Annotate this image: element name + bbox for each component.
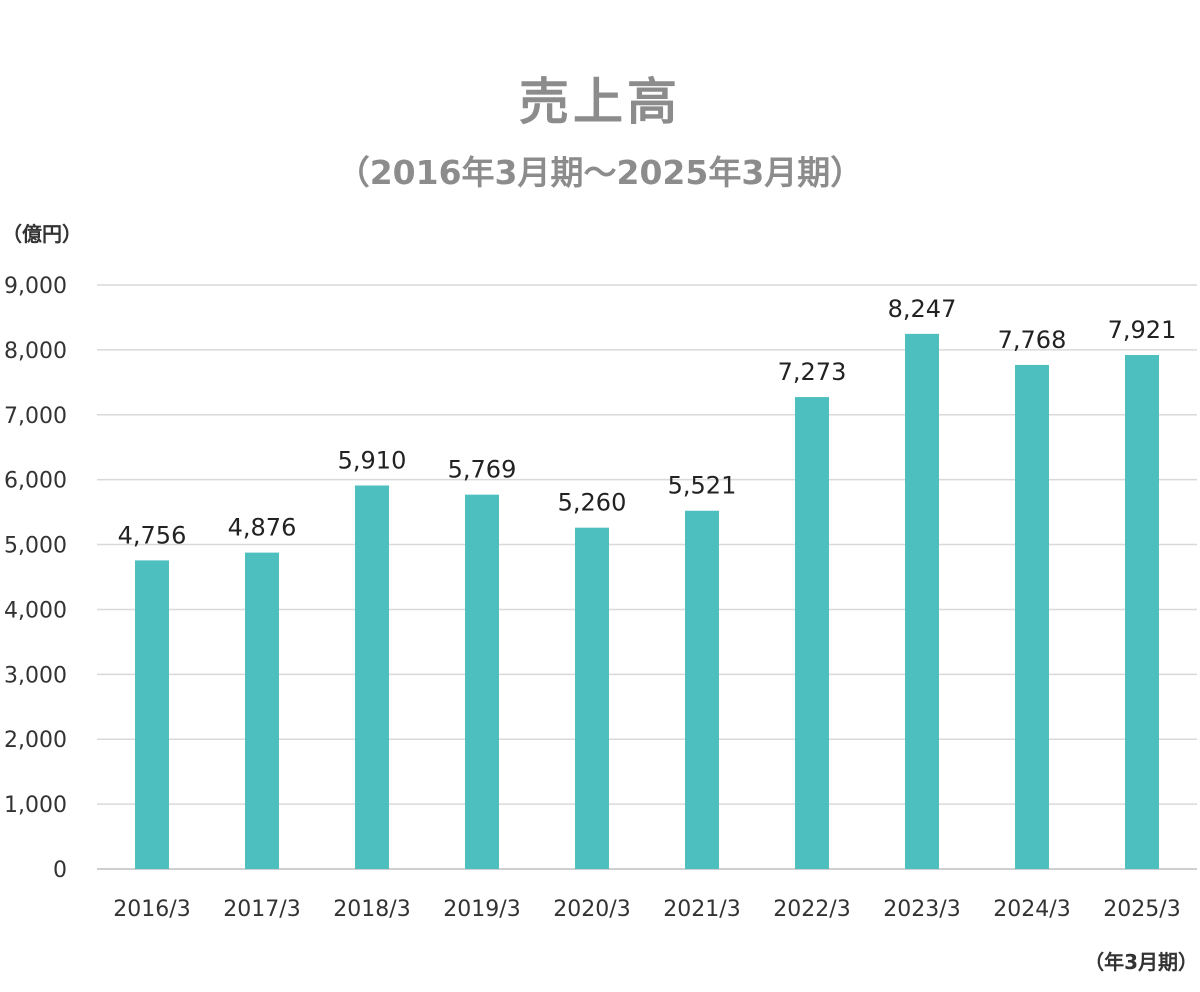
x-tick-label: 2016/3	[113, 897, 190, 922]
x-tick-label: 2022/3	[773, 897, 850, 922]
data-label: 7,921	[1108, 316, 1177, 344]
bar	[465, 494, 499, 869]
x-tick-label: 2025/3	[1103, 897, 1180, 922]
data-label: 8,247	[888, 295, 957, 323]
bar	[575, 527, 609, 869]
bar	[905, 333, 939, 869]
y-tick-label: 1,000	[4, 793, 67, 818]
bar	[1125, 355, 1159, 869]
y-tick-label: 7,000	[4, 404, 67, 429]
y-tick-label: 8,000	[4, 339, 67, 364]
x-tick-label: 2021/3	[663, 897, 740, 922]
data-label: 4,876	[228, 514, 297, 542]
data-label: 5,769	[448, 456, 517, 484]
x-axis-ticks: 2016/3 2017/3 2018/3 2019/3 2020/3 2021/3 2022…	[113, 897, 1180, 922]
data-label: 5,521	[668, 472, 737, 500]
y-tick-label: 3,000	[4, 663, 67, 688]
bar	[245, 552, 279, 869]
y-tick-label: 6,000	[4, 469, 67, 494]
y-tick-label: 9,000	[4, 274, 67, 299]
x-tick-label: 2020/3	[553, 897, 630, 922]
gridlines	[97, 284, 1197, 870]
y-tick-label: 2,000	[4, 728, 67, 753]
y-axis-ticks: 0 1,000 2,000 3,000 4,000 5,000 6,000 7,000 8,00…	[4, 274, 67, 883]
data-label: 5,260	[558, 489, 627, 517]
bar	[685, 510, 719, 869]
x-tick-label: 2023/3	[883, 897, 960, 922]
x-tick-label: 2017/3	[223, 897, 300, 922]
y-tick-label: 0	[53, 858, 67, 883]
y-axis-unit-label: （億円）	[2, 222, 82, 246]
bar	[795, 397, 829, 869]
data-label: 7,273	[778, 358, 847, 386]
bar	[355, 485, 389, 869]
bar	[135, 560, 169, 869]
data-label: 5,910	[338, 447, 407, 475]
y-tick-label: 5,000	[4, 534, 67, 559]
chart-title: 売上高	[519, 73, 681, 131]
data-label: 4,756	[118, 521, 187, 549]
bars	[135, 333, 1159, 869]
y-tick-label: 4,000	[4, 598, 67, 623]
bar	[1015, 364, 1049, 869]
x-tick-label: 2024/3	[993, 897, 1070, 922]
x-tick-label: 2019/3	[443, 897, 520, 922]
data-label: 7,768	[998, 326, 1067, 354]
chart-subtitle: （2016年3月期～2025年3月期）	[336, 153, 864, 192]
x-tick-label: 2018/3	[333, 897, 410, 922]
x-axis-unit-label: （年3月期）	[1084, 950, 1198, 974]
data-labels: 4,756 4,876 5,910 5,769 5,260 5,521 7,273 8,247…	[118, 295, 1177, 550]
